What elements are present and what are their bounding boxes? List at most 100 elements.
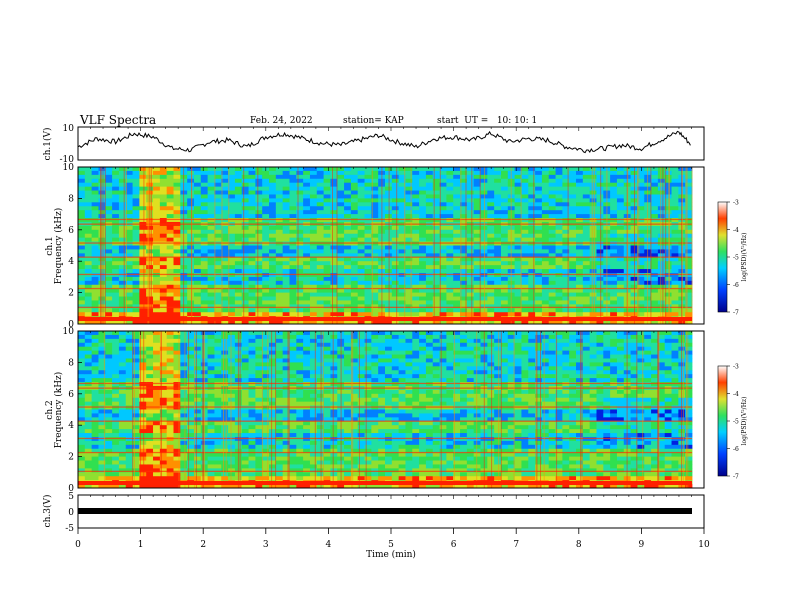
- spectrogram-cell: [460, 320, 468, 325]
- spectrogram-cell: [84, 366, 93, 371]
- spectrogram-cell: [610, 249, 618, 254]
- spectrogram-cell: [439, 225, 447, 231]
- spectrogram-cell: [187, 261, 195, 266]
- spectrogram-cell: [548, 218, 556, 223]
- spectrogram-cell: [282, 397, 290, 403]
- spectrogram-cell: [282, 206, 290, 211]
- spectrogram-cell: [112, 464, 120, 469]
- spectrogram-cell: [651, 300, 659, 305]
- spectrogram-cell: [132, 241, 140, 246]
- spectrogram-cell: [323, 292, 331, 297]
- spectrogram-cell: [371, 170, 379, 176]
- spectrogram-cell: [582, 170, 591, 176]
- spectrogram-cell: [112, 436, 120, 442]
- spectrogram-cell: [275, 241, 284, 246]
- spectrogram-cell: [303, 237, 311, 242]
- spectrogram-cell: [132, 382, 140, 387]
- spectrogram-cell: [228, 167, 236, 172]
- spectrogram-cell: [269, 405, 277, 410]
- spectrogram-cell: [309, 284, 318, 290]
- spectrogram-sferic-line: [336, 167, 338, 324]
- spectrogram-cell: [364, 280, 372, 286]
- spectrogram-cell: [84, 409, 93, 414]
- spectrogram-cell: [255, 484, 263, 489]
- spectrogram-cell: [269, 374, 277, 379]
- spectrogram-cell: [282, 210, 290, 215]
- spectrogram-cell: [118, 280, 127, 286]
- spectrogram-cell: [296, 265, 304, 270]
- spectrogram-cell: [166, 452, 174, 458]
- spectrogram-cell: [439, 249, 447, 254]
- spectrogram-cell: [528, 245, 536, 250]
- spectrogram-cell: [132, 210, 140, 215]
- spectrogram-cell: [282, 440, 290, 446]
- spectrogram-cell: [78, 366, 86, 371]
- spectrogram-cell: [207, 312, 215, 317]
- spectrogram-cell: [221, 389, 229, 395]
- spectrogram-cell: [616, 198, 625, 203]
- spectrogram-cell: [562, 198, 570, 203]
- spectrogram-cell: [432, 261, 440, 266]
- spectrogram-cell: [323, 276, 331, 282]
- spectrogram-cell: [500, 186, 509, 191]
- spectrogram-cell: [180, 338, 188, 344]
- spectrogram-cell: [112, 374, 120, 379]
- spectrogram-cell: [466, 257, 475, 262]
- spectrogram-cell: [439, 174, 447, 180]
- spectrogram-cell: [118, 362, 127, 367]
- spectrogram-cell: [221, 444, 229, 450]
- spectrogram-cell: [282, 425, 290, 430]
- spectrogram-cell: [255, 225, 263, 231]
- spectrogram-cell: [562, 265, 570, 270]
- spectrogram-cell: [262, 405, 270, 410]
- spectrogram-cell: [78, 417, 86, 422]
- spectrogram-cell: [405, 202, 413, 207]
- spectrogram-cell: [289, 218, 297, 223]
- spectrogram-cell: [296, 334, 304, 340]
- spectrogram-cell: [153, 464, 161, 469]
- spectrogram-cell: [337, 167, 345, 172]
- spectrogram-cell: [105, 409, 113, 414]
- spectrogram-cell: [521, 249, 529, 254]
- spectrogram-cell: [193, 312, 202, 317]
- spectrogram-cell: [173, 393, 181, 399]
- spectrogram-cell: [241, 300, 249, 305]
- spectrogram-cell: [193, 182, 202, 188]
- spectrogram-cell: [289, 460, 297, 465]
- spectrogram-cell: [555, 300, 563, 305]
- spectrogram-cell: [105, 170, 113, 176]
- spectrogram-cell: [241, 265, 249, 270]
- spectrogram-cell: [371, 312, 379, 317]
- spectrogram-cell: [303, 300, 311, 305]
- spectrogram-cell: [159, 358, 168, 363]
- spectrogram-cell: [425, 178, 434, 184]
- spectrogram-cell: [446, 249, 454, 254]
- spectrogram-cell: [118, 346, 127, 352]
- spectrogram-cell: [466, 249, 475, 254]
- spectrogram-cell: [221, 296, 229, 301]
- spectrogram-cell: [500, 304, 509, 309]
- spectrogram-cell: [535, 288, 543, 294]
- spectrogram-cell: [173, 284, 181, 290]
- spectrogram-cell: [289, 237, 297, 242]
- spectrogram-cell: [657, 241, 666, 246]
- spectrogram-cell: [187, 178, 195, 184]
- spectrogram-cell: [309, 253, 318, 258]
- spectrogram-cell: [685, 245, 693, 250]
- spectrogram-cell: [357, 186, 365, 191]
- spectrogram-cell: [494, 276, 502, 282]
- spectrogram-cell: [105, 460, 113, 465]
- spectrogram-cell: [275, 366, 284, 371]
- spectrogram-cell: [269, 440, 277, 446]
- spectrogram-cell: [262, 210, 270, 215]
- spectrogram-cell: [460, 214, 468, 219]
- spectrogram-cell: [405, 304, 413, 309]
- spectrogram-cell: [282, 174, 290, 180]
- spectrogram-cell: [391, 198, 400, 203]
- spectrogram-cell: [139, 253, 147, 258]
- spectrogram-cell: [118, 182, 127, 188]
- spectrogram-cell: [207, 452, 215, 458]
- spectrogram-cell: [214, 170, 222, 176]
- spectrogram-cell: [159, 312, 168, 317]
